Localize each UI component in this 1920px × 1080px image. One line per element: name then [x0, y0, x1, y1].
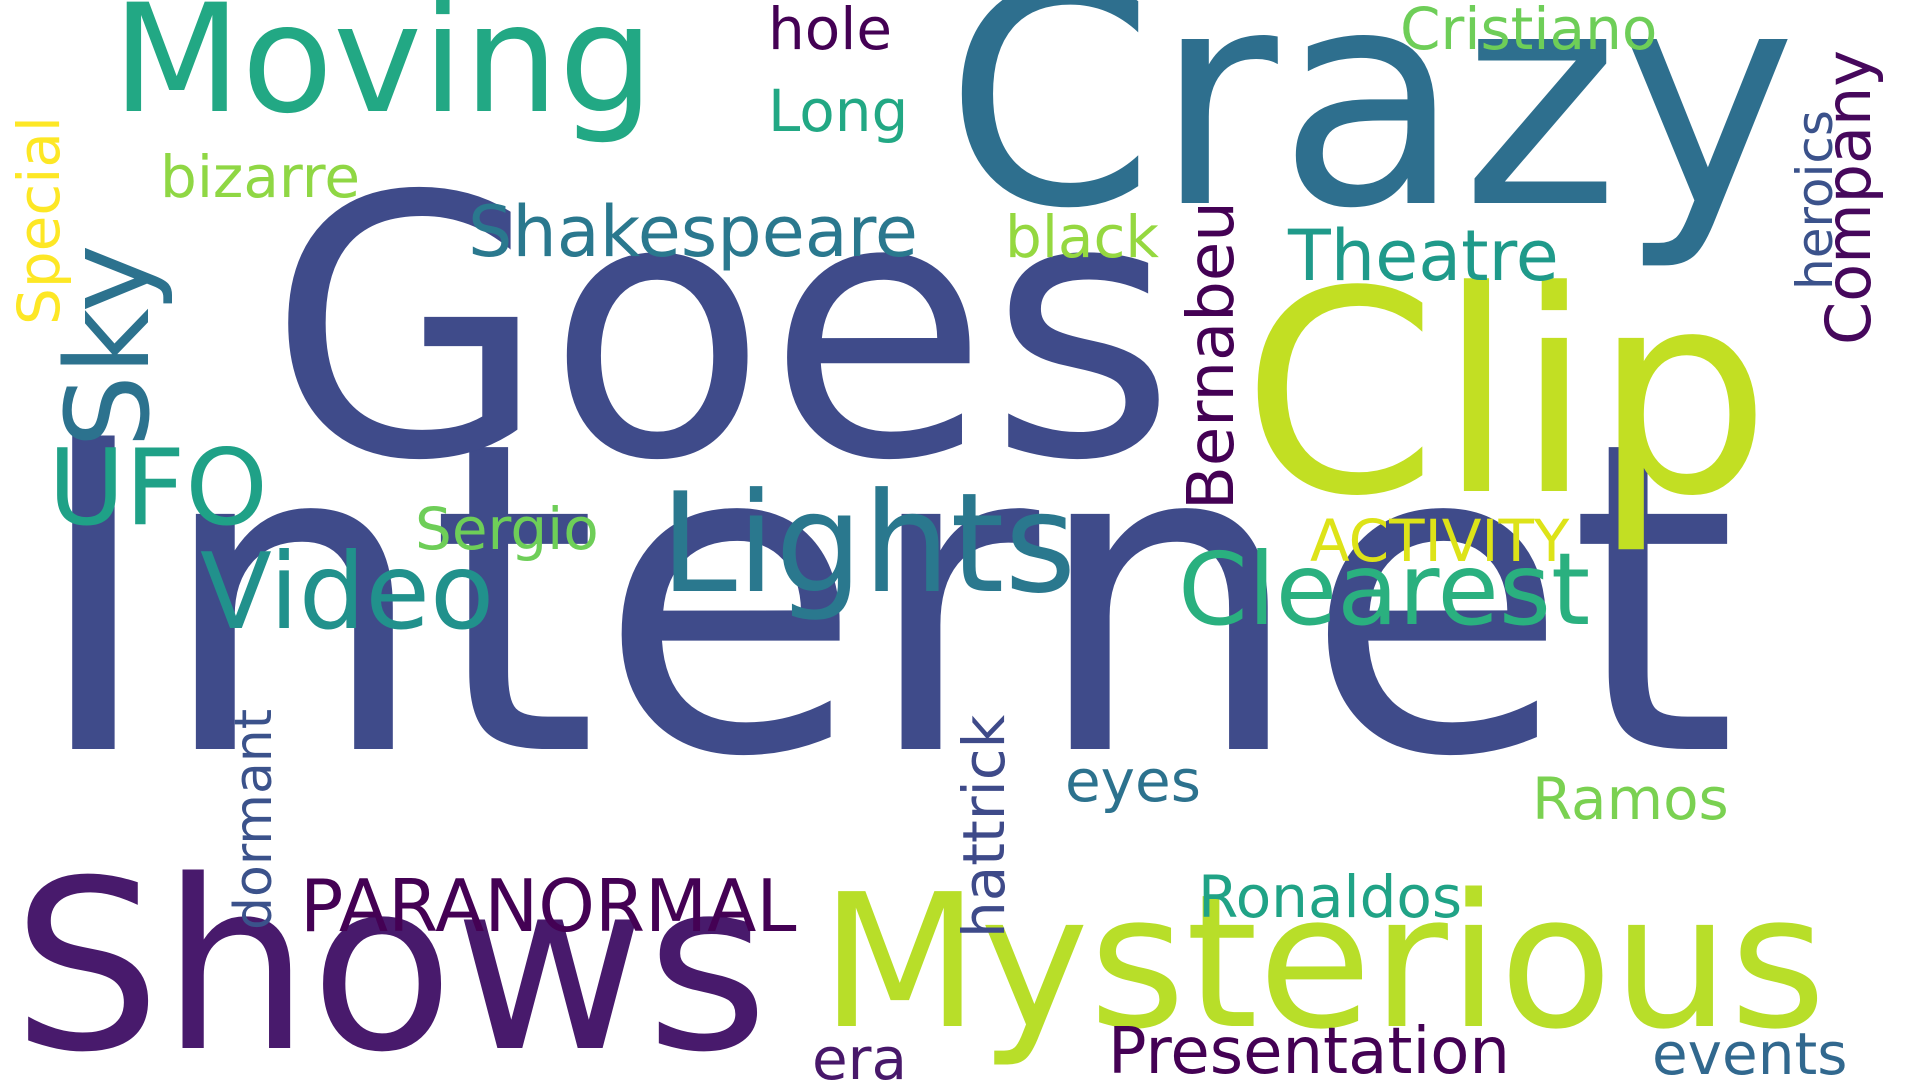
word-heroics: heroics: [1786, 110, 1844, 290]
word-ronaldos: Ronaldos: [1198, 863, 1463, 931]
word-ufo: UFO: [48, 427, 268, 549]
word-goes: Goes: [268, 120, 1177, 539]
word-black: black: [1005, 203, 1159, 271]
word-special: Special: [5, 116, 73, 325]
word-lights: Lights: [660, 463, 1077, 624]
word-long: Long: [768, 77, 909, 145]
word-clearest: Clearest: [1178, 531, 1591, 648]
word-video: Video: [200, 531, 495, 653]
word-hattrick: hattrick: [950, 714, 1018, 938]
word-internet: Internet: [30, 351, 1738, 851]
word-sergio: Sergio: [415, 495, 599, 563]
word-presentation: Presentation: [1108, 1015, 1510, 1080]
word-era: era: [812, 1025, 908, 1080]
word-mysterious: Mysterious: [820, 854, 1827, 1070]
word-bizarre: bizarre: [160, 143, 360, 211]
word-events: events: [1652, 1020, 1848, 1080]
word-shakespeare: Shakespeare: [468, 191, 918, 273]
word-dormant: dormant: [224, 708, 284, 930]
word-theatre: Theatre: [1288, 215, 1559, 297]
word-crazy: Crazy: [945, 0, 1797, 274]
word-shows: Shows: [12, 831, 769, 1080]
word-hole: hole: [768, 0, 893, 63]
word-bernabeu: Bernabeu: [1175, 201, 1249, 510]
word-moving: Moving: [112, 0, 654, 147]
word-activity: ACTIVITY: [1310, 507, 1570, 575]
word-paranormal: PARANORMAL: [300, 864, 797, 948]
word-cristiano: Cristiano: [1400, 0, 1658, 63]
word-eyes: eyes: [1065, 747, 1201, 815]
word-ramos: Ramos: [1532, 765, 1729, 833]
word-clip: Clip: [1242, 232, 1771, 558]
